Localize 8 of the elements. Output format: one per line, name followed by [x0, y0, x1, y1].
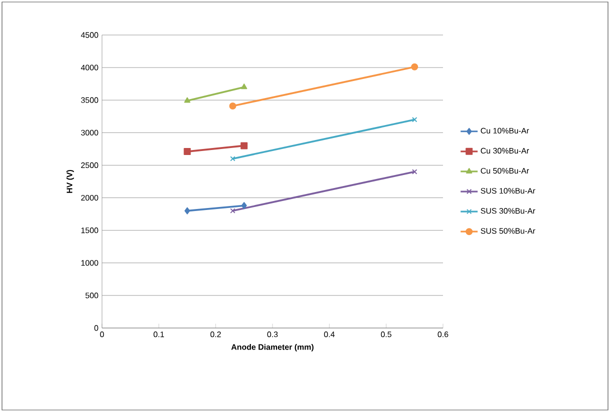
point	[240, 142, 248, 150]
point	[184, 148, 191, 156]
point	[229, 102, 236, 110]
point	[411, 63, 418, 70]
point	[412, 169, 418, 174]
point	[184, 207, 190, 214]
point	[412, 117, 418, 122]
point	[241, 202, 247, 210]
